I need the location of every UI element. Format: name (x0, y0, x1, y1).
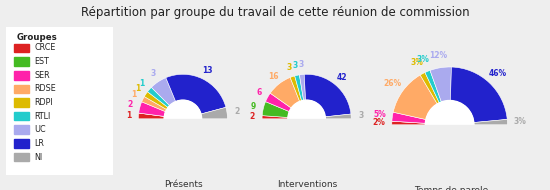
Wedge shape (474, 119, 508, 125)
Bar (14, 71, 29, 79)
Wedge shape (295, 75, 304, 101)
Wedge shape (112, 119, 254, 190)
Text: 16: 16 (268, 72, 278, 81)
Wedge shape (142, 97, 167, 112)
Text: RDSE: RDSE (35, 84, 56, 93)
Text: 3: 3 (150, 69, 155, 78)
Wedge shape (138, 113, 164, 119)
Text: 1: 1 (139, 78, 145, 88)
Wedge shape (430, 67, 452, 102)
Text: 3: 3 (358, 111, 364, 120)
Text: UC: UC (35, 125, 46, 134)
Text: 42: 42 (337, 73, 347, 82)
Wedge shape (270, 78, 300, 108)
Wedge shape (420, 73, 439, 104)
Bar (14, 98, 29, 107)
Text: Interventions: Interventions (277, 180, 337, 188)
Bar (14, 153, 29, 161)
FancyBboxPatch shape (1, 21, 117, 181)
Text: 1: 1 (131, 90, 137, 99)
Text: 2: 2 (234, 107, 239, 116)
Circle shape (425, 101, 474, 149)
Wedge shape (139, 102, 166, 116)
Text: 3: 3 (287, 63, 292, 72)
Bar (14, 85, 29, 93)
Wedge shape (425, 70, 442, 103)
Text: 6: 6 (256, 88, 262, 97)
Wedge shape (262, 116, 288, 119)
Wedge shape (235, 119, 378, 190)
Text: RTLI: RTLI (35, 112, 51, 121)
Text: 3%: 3% (416, 55, 429, 64)
Wedge shape (139, 113, 164, 116)
Text: 3: 3 (292, 61, 298, 70)
Text: 5%: 5% (373, 110, 386, 119)
Wedge shape (299, 74, 306, 100)
Circle shape (164, 100, 202, 138)
Text: 3%: 3% (514, 117, 526, 126)
Bar (14, 57, 29, 66)
Wedge shape (290, 76, 301, 101)
Wedge shape (144, 92, 168, 109)
Circle shape (288, 100, 326, 138)
Text: 2: 2 (128, 100, 133, 109)
Text: 1: 1 (135, 84, 140, 93)
Text: 13: 13 (202, 66, 212, 75)
Wedge shape (201, 107, 228, 119)
Wedge shape (304, 74, 351, 117)
Text: SER: SER (35, 71, 50, 80)
Text: EST: EST (35, 57, 50, 66)
Wedge shape (262, 102, 289, 117)
Text: Présents: Présents (164, 180, 202, 188)
Text: 3: 3 (298, 60, 304, 69)
Text: 26%: 26% (383, 79, 402, 88)
Wedge shape (392, 121, 425, 125)
Text: 2%: 2% (373, 118, 386, 127)
Text: NI: NI (35, 153, 42, 162)
Text: Groupes: Groupes (16, 32, 57, 42)
Wedge shape (151, 78, 175, 106)
Wedge shape (166, 74, 226, 114)
Text: Temps de parole
(mots prononcés): Temps de parole (mots prononcés) (411, 186, 491, 190)
Text: 12%: 12% (430, 51, 448, 60)
Bar (14, 139, 29, 148)
Wedge shape (266, 93, 292, 112)
Text: RDPI: RDPI (35, 98, 53, 107)
Text: 1: 1 (126, 111, 131, 120)
Wedge shape (393, 75, 437, 120)
Text: Répartition par groupe du travail de cette réunion de commission: Répartition par groupe du travail de cet… (81, 6, 469, 19)
Text: 9: 9 (251, 102, 256, 111)
Bar (14, 125, 29, 134)
Text: CRCE: CRCE (35, 44, 56, 52)
Wedge shape (325, 114, 351, 119)
Bar (14, 112, 29, 120)
Wedge shape (450, 67, 507, 123)
Text: 46%: 46% (489, 69, 507, 78)
Wedge shape (147, 87, 169, 108)
Wedge shape (357, 125, 542, 190)
Wedge shape (392, 121, 425, 123)
Text: LR: LR (35, 139, 45, 148)
Wedge shape (392, 112, 426, 123)
Bar (14, 44, 29, 52)
Text: 3%: 3% (410, 58, 423, 67)
Text: 2: 2 (250, 112, 255, 121)
